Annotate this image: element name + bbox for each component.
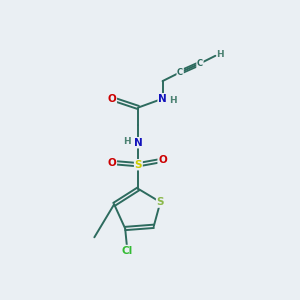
Text: O: O (108, 94, 116, 104)
Text: C: C (197, 59, 203, 68)
Text: H: H (216, 50, 224, 59)
Text: S: S (157, 197, 164, 207)
Text: S: S (135, 160, 142, 170)
Text: O: O (158, 155, 167, 165)
Text: H: H (169, 96, 177, 105)
Text: N: N (158, 94, 167, 104)
Text: Cl: Cl (122, 245, 133, 256)
Text: H: H (124, 137, 131, 146)
Text: O: O (108, 158, 116, 167)
Text: N: N (134, 138, 143, 148)
Text: C: C (177, 68, 183, 77)
